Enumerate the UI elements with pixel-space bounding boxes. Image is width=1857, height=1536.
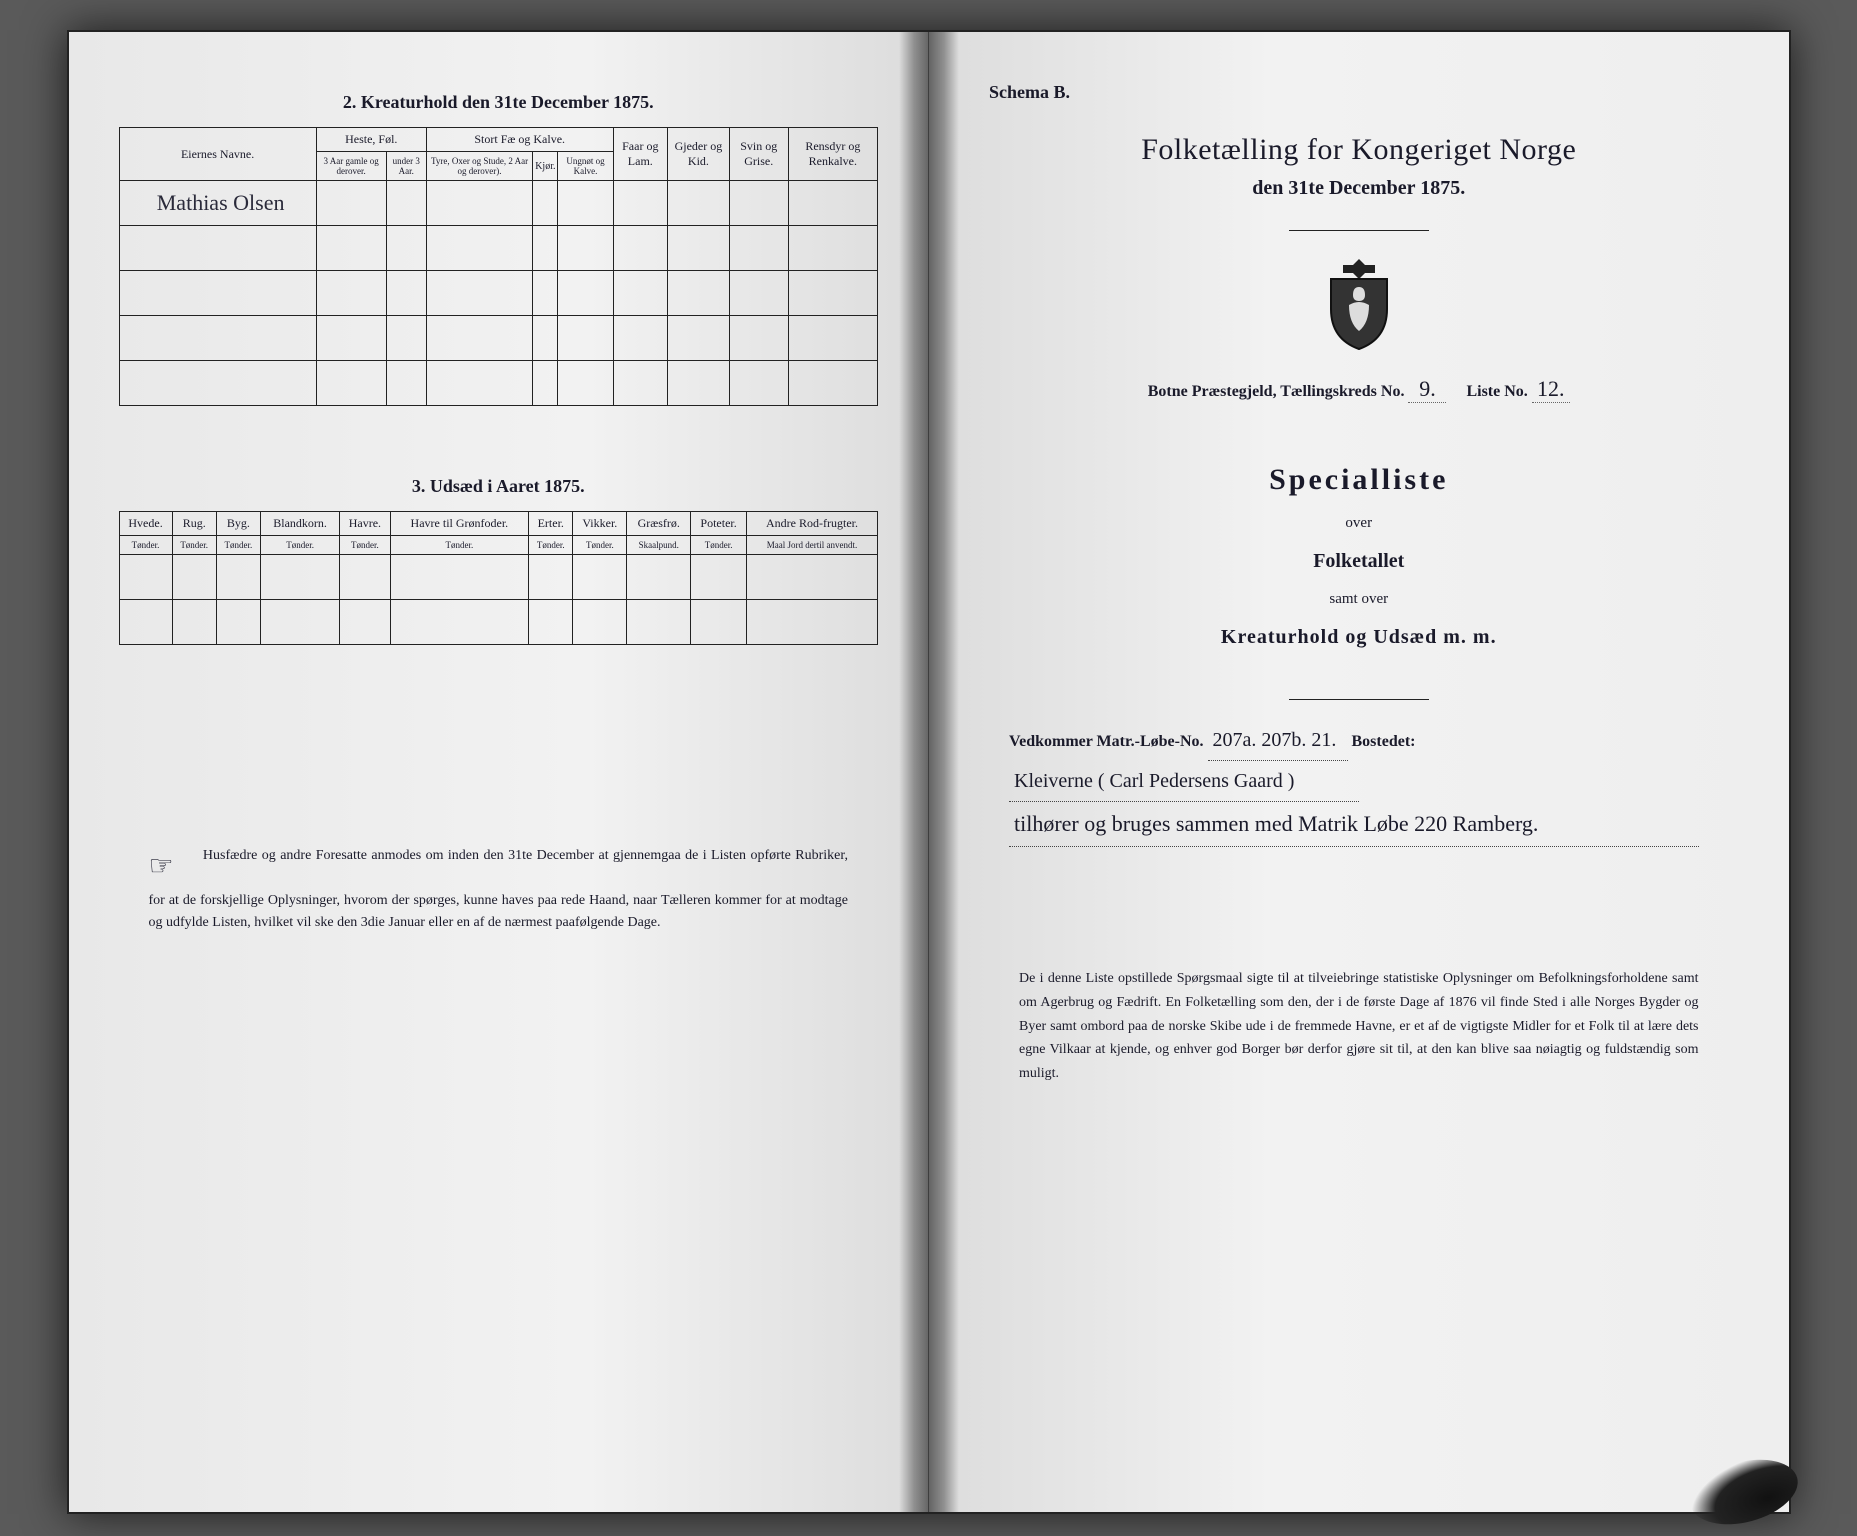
seed-col-head: Græsfrø. xyxy=(627,512,691,536)
pointing-hand-icon: ☞ xyxy=(149,845,191,890)
col-svin: Svin og Grise. xyxy=(729,128,788,181)
meta-line: Botne Præstegjeld, Tællingskreds No. 9. … xyxy=(979,376,1739,403)
col-heste-b: under 3 Aar. xyxy=(386,152,426,181)
right-footnote: De i denne Liste opstillede Spørgsmaal s… xyxy=(1019,967,1699,1086)
col-heste-a: 3 Aar gamle og derover. xyxy=(316,152,386,181)
seed-col-head: Poteter. xyxy=(691,512,747,536)
left-page: 2. Kreaturhold den 31te December 1875. E… xyxy=(69,32,930,1512)
seed-col-unit: Tønder. xyxy=(390,536,529,555)
section-3-title: 3. Udsæd i Aaret 1875. xyxy=(119,476,879,497)
spec-folketallet: Folketallet xyxy=(979,550,1739,573)
kreds-no: 9. xyxy=(1408,376,1446,403)
seed-col-unit: Tønder. xyxy=(261,536,340,555)
seed-col-unit: Tønder. xyxy=(119,536,172,555)
left-footnote-text: Husfædre og andre Foresatte anmodes om i… xyxy=(149,848,849,930)
seed-col-head: Blandkorn. xyxy=(261,512,340,536)
ved-label-2: Bostedet: xyxy=(1352,733,1416,750)
bosted: Kleiverne ( Carl Pedersens Gaard ) xyxy=(1009,761,1359,802)
seed-col-head: Byg. xyxy=(216,512,260,536)
left-footnote: ☞ Husfædre og andre Foresatte anmodes om… xyxy=(119,845,879,935)
seed-col-unit: Tønder. xyxy=(573,536,627,555)
right-page: Schema B. Folketælling for Kongeriget No… xyxy=(929,32,1789,1512)
col-faar: Faar og Lam. xyxy=(613,128,667,181)
seed-col-unit: Tønder. xyxy=(691,536,747,555)
seeding-table: Hvede.Rug.Byg.Blandkorn.Havre.Havre til … xyxy=(119,511,879,645)
matr-no: 207a. 207b. 21. xyxy=(1208,720,1348,761)
seed-col-unit: Skaalpund. xyxy=(627,536,691,555)
vedkommer-block: Vedkommer Matr.-Løbe-No. 207a. 207b. 21.… xyxy=(1009,720,1709,847)
col-gjeder: Gjeder og Kid. xyxy=(667,128,729,181)
colgroup-heste: Heste, Føl. xyxy=(316,128,426,152)
liste-no: 12. xyxy=(1532,376,1570,403)
seed-col-head: Rug. xyxy=(172,512,216,536)
thumb-shadow xyxy=(1683,1449,1805,1535)
schema-label: Schema B. xyxy=(989,82,1739,103)
owner-name-cell: Mathias Olsen xyxy=(119,181,316,226)
sub-title: den 31te December 1875. xyxy=(979,177,1739,200)
census-document-spread: 2. Kreaturhold den 31te December 1875. E… xyxy=(67,30,1791,1514)
title-rule xyxy=(1289,230,1429,231)
prestegjeld-label: Botne Præstegjeld, Tællingskreds No. xyxy=(1148,383,1405,400)
col-stort-b: Kjør. xyxy=(533,152,558,181)
seed-col-head: Havre. xyxy=(340,512,390,536)
seed-col-head: Vikker. xyxy=(573,512,627,536)
livestock-table: Eiernes Navne. Heste, Føl. Stort Fæ og K… xyxy=(119,127,879,406)
seed-col-head: Erter. xyxy=(529,512,573,536)
colgroup-stort: Stort Fæ og Kalve. xyxy=(426,128,613,152)
spec-kreaturhold-line: Kreaturhold og Udsæd m. m. xyxy=(979,626,1739,649)
col-rensdyr: Rensdyr og Renkalve. xyxy=(788,128,877,181)
seed-col-head: Andre Rod-frugter. xyxy=(746,512,877,536)
col-stort-a: Tyre, Oxer og Stude, 2 Aar og derover). xyxy=(426,152,532,181)
liste-label: Liste No. xyxy=(1466,383,1527,400)
spec-over: over xyxy=(979,515,1739,532)
specialliste-title: Specialliste xyxy=(979,463,1739,497)
bosted-line2: tilhører og bruges sammen med Matrik Løb… xyxy=(1009,802,1699,847)
col-owner: Eiernes Navne. xyxy=(119,128,316,181)
seed-col-unit: Tønder. xyxy=(529,536,573,555)
spec-samt: samt over xyxy=(979,591,1739,608)
ved-label-1: Vedkommer Matr.-Løbe-No. xyxy=(1009,733,1204,750)
spec-rule xyxy=(1289,699,1429,700)
main-title: Folketælling for Kongeriget Norge xyxy=(979,133,1739,167)
coat-of-arms-icon xyxy=(979,251,1739,356)
seed-col-head: Havre til Grønfoder. xyxy=(390,512,529,536)
seed-col-head: Hvede. xyxy=(119,512,172,536)
seed-col-unit: Tønder. xyxy=(340,536,390,555)
col-stort-c: Ungnøt og Kalve. xyxy=(558,152,613,181)
seed-col-unit: Tønder. xyxy=(172,536,216,555)
section-2-title: 2. Kreaturhold den 31te December 1875. xyxy=(119,92,879,113)
seed-col-unit: Tønder. xyxy=(216,536,260,555)
seed-col-unit: Maal Jord dertil anvendt. xyxy=(746,536,877,555)
